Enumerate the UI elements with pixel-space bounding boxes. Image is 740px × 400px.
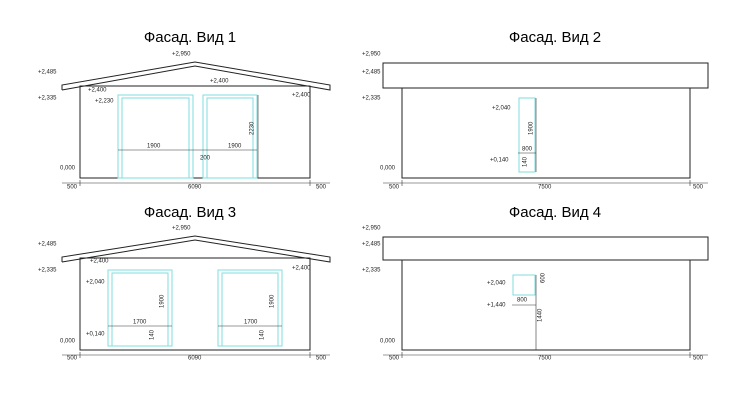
dimension-label: +2,950 — [172, 226, 191, 232]
dimension-label: 140 — [260, 329, 266, 340]
dimension-label: +2,040 — [492, 106, 511, 112]
dimension-label: 1900 — [270, 294, 276, 308]
dimension-label: 140 — [150, 329, 156, 340]
dimension-label: 0,000 — [60, 166, 76, 172]
dimension-label: +2,950 — [362, 52, 381, 58]
dimension-label: +1,440 — [487, 303, 506, 309]
dimension-label: +2,040 — [487, 281, 506, 287]
view-2 — [382, 62, 709, 186]
dimension-label: 140 — [523, 156, 529, 167]
dimension-label: +2,335 — [38, 268, 57, 274]
dimension-label: 0,000 — [380, 166, 396, 172]
dimension-label: 7500 — [538, 185, 552, 191]
dimension-label: 6090 — [188, 185, 202, 191]
view-title: Фасад. Вид 2 — [509, 29, 601, 46]
dimension-label: +0,140 — [86, 332, 105, 338]
dimension-label: 1900 — [228, 144, 242, 150]
dimension-label: 1700 — [133, 320, 147, 326]
dimension-label: +2,485 — [362, 242, 381, 248]
dimension-label: 500 — [389, 356, 400, 362]
dimension-label: 0,000 — [380, 339, 396, 345]
dimension-label: 500 — [316, 356, 327, 362]
dimension-label: 200 — [200, 156, 211, 162]
dimension-label: +2,485 — [362, 70, 381, 76]
dimension-label: +2,335 — [362, 96, 381, 102]
dimension-label: +2,400 — [292, 266, 311, 272]
dimension-label: 0,000 — [60, 339, 76, 345]
dimension-label: +2,485 — [38, 242, 57, 248]
view-title: Фасад. Вид 1 — [144, 29, 236, 46]
view-1 — [61, 61, 331, 186]
dimension-label: +2,040 — [86, 280, 105, 286]
dimension-label: +2,335 — [38, 96, 57, 102]
dimension-label: 1900 — [529, 121, 535, 135]
dimension-label: 800 — [522, 147, 533, 153]
dimension-label: +2,950 — [362, 226, 381, 232]
dimension-label: 1900 — [147, 144, 161, 150]
dimension-label: 1440 — [538, 308, 544, 322]
view-4 — [382, 236, 709, 358]
dimension-label: +2,400 — [90, 259, 109, 265]
dimension-label: +2,400 — [210, 79, 229, 85]
dimension-label: 6090 — [188, 356, 202, 362]
dimension-label: 500 — [693, 356, 704, 362]
dimension-label: +2,485 — [38, 70, 57, 76]
dimension-label: +2,230 — [95, 99, 114, 105]
view-title: Фасад. Вид 4 — [509, 204, 601, 221]
dimension-label: +0,140 — [490, 158, 509, 164]
dimension-label: +2,335 — [362, 268, 381, 274]
dimension-label: 800 — [517, 298, 528, 304]
dimension-label: 500 — [316, 185, 327, 191]
dimension-label: 7500 — [538, 356, 552, 362]
dimension-label: 500 — [389, 185, 400, 191]
view-3 — [61, 235, 331, 358]
view-title: Фасад. Вид 3 — [144, 204, 236, 221]
dimension-label: +2,400 — [88, 88, 107, 94]
dimension-label: 500 — [67, 356, 78, 362]
dimension-label: 500 — [693, 185, 704, 191]
dimension-label: 2230 — [250, 121, 256, 135]
dimension-label: +2,950 — [172, 52, 191, 58]
dimension-label: 1700 — [244, 320, 258, 326]
dimension-label: 600 — [541, 272, 547, 283]
dimension-label: 1900 — [160, 294, 166, 308]
dimension-label: +2,400 — [292, 93, 311, 99]
dimension-label: 500 — [67, 185, 78, 191]
